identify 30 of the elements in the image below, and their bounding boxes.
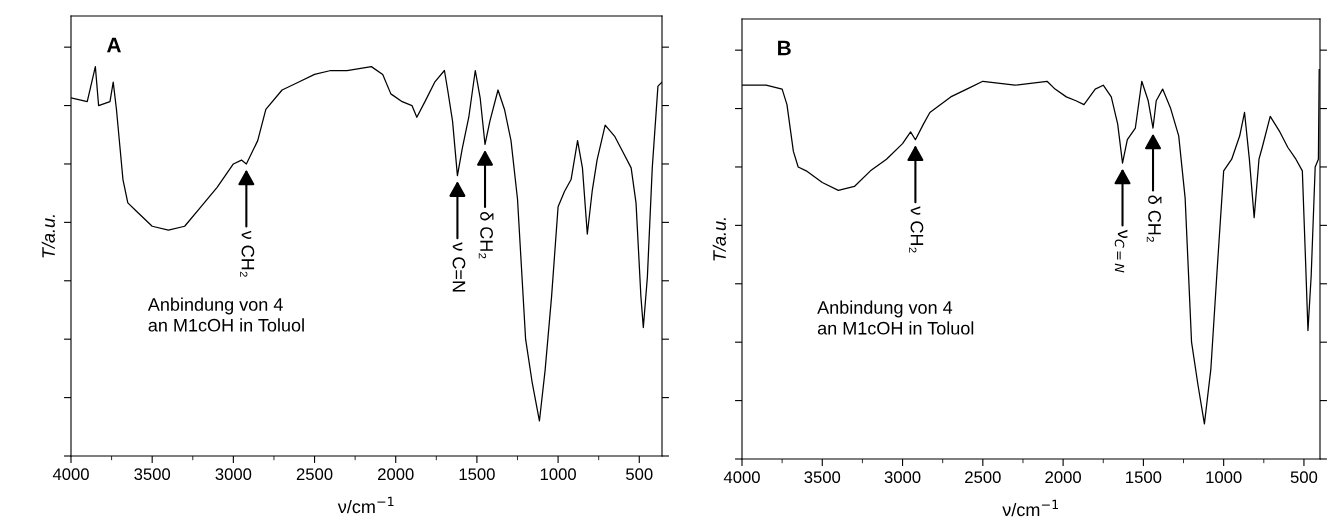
- x-tick-label: 3500: [134, 468, 171, 481]
- y-axis-title: T/a.u.: [41, 215, 55, 258]
- y-axis-title: T/a.u.: [712, 218, 726, 261]
- x-tick-label: 2000: [378, 468, 414, 481]
- annotation: ν CH₂: [240, 230, 255, 277]
- x-axis-title: ν/cm$^{−1}$: [337, 496, 394, 514]
- x-axis-title: ν/cm$^{−1}$: [1002, 499, 1059, 517]
- x-tick-label: 2000: [1045, 471, 1081, 484]
- x-tick-label: 1000: [540, 468, 576, 481]
- annotation: Anbindung von 4 an M1cOH in Toluol: [147, 297, 304, 332]
- x-tick-label: 500: [1290, 471, 1318, 484]
- x-tick-label: 500: [626, 468, 653, 481]
- x-tick-label: 3000: [215, 468, 252, 481]
- x-tick-label: 1500: [459, 468, 495, 481]
- x-tick-label: 3500: [804, 471, 841, 484]
- x-tick-label: 1000: [1206, 471, 1242, 484]
- annotation: ν CH₂: [909, 206, 924, 253]
- annotation: ν$_{C=N}$: [1114, 229, 1128, 273]
- x-tick-label: 4000: [52, 468, 89, 481]
- chart-title: B: [778, 40, 791, 56]
- annotation: δ CH₂: [478, 211, 494, 259]
- x-tick-label: 2500: [965, 471, 1001, 484]
- annotation: Anbindung von 4 an M1cOH in Toluol: [817, 300, 974, 335]
- x-tick-label: 2500: [296, 468, 333, 481]
- annotation: δ CH₂: [1146, 195, 1162, 242]
- x-tick-label: 4000: [723, 471, 760, 484]
- x-tick-label: 3000: [884, 471, 921, 484]
- x-tick-label: 1500: [1126, 471, 1162, 484]
- chart-title: A: [106, 37, 121, 53]
- annotation: ν C=N: [452, 242, 466, 292]
